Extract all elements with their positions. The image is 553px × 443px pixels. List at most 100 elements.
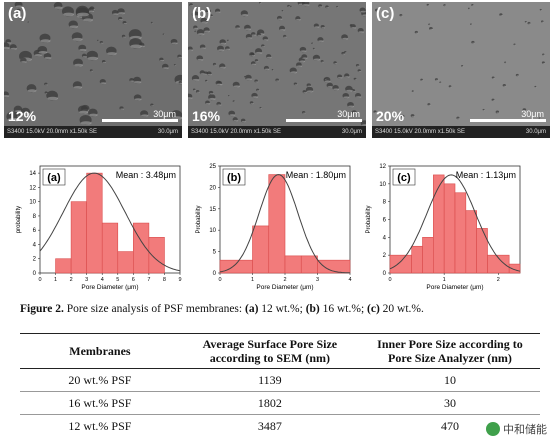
histogram-bar [476, 228, 488, 274]
pore-highlight [219, 66, 226, 69]
histogram-bar [411, 245, 423, 274]
panel-label-box [222, 168, 246, 186]
pore-highlight [299, 60, 306, 63]
normal-fit-curve [39, 172, 181, 272]
table-row: 16 wt.% PSF 1802 30 [20, 391, 540, 415]
pore-highlight [133, 80, 142, 84]
pore-highlight [244, 28, 252, 31]
y-tick-label: 5 [213, 250, 217, 256]
pore-highlight [87, 56, 99, 61]
pore-highlight [210, 16, 214, 17]
pore-highlight [313, 58, 321, 61]
pore-highlight [200, 47, 206, 49]
pore-highlight [123, 22, 127, 25]
pore-highlight [352, 90, 356, 92]
histogram-bar [465, 210, 477, 274]
pore-highlight [209, 93, 214, 95]
pore-highlight [112, 13, 119, 16]
pore-highlight [192, 78, 200, 81]
x-tick-label: 4 [101, 277, 104, 283]
y-tick-label: 25 [209, 164, 216, 170]
histogram-bar [117, 251, 134, 274]
x-tick-label: 0 [218, 277, 221, 283]
pore-highlight [492, 77, 495, 79]
pore-highlight [225, 48, 231, 50]
pore-highlight [287, 6, 291, 7]
pore-highlight [40, 39, 51, 43]
pore-highlight [261, 46, 265, 48]
pore-highlight [306, 90, 314, 93]
pore-highlight [360, 10, 366, 13]
pore-highlight [344, 52, 348, 54]
x-tick-label: 2 [70, 277, 73, 283]
y-tick-label: 6 [33, 228, 37, 234]
pore-highlight [205, 103, 211, 105]
pore-highlight [327, 85, 334, 88]
pore-highlight [251, 55, 255, 57]
pore-highlight [400, 15, 403, 17]
x-tick-label: 3 [316, 277, 319, 283]
pore-highlight [188, 49, 194, 51]
pore-highlight [439, 82, 442, 84]
pore-highlight [233, 119, 239, 122]
pore-highlight [314, 26, 320, 28]
pore-highlight [342, 53, 346, 55]
histogram-bar [389, 254, 412, 274]
sem-info-left: S3400 15.0kV 20.0mm x1.50k SE [191, 129, 282, 135]
wechat-icon [486, 422, 500, 436]
histogram-bar [284, 255, 302, 274]
pore-highlight [351, 26, 357, 29]
watermark: 中和储能 [486, 421, 547, 437]
pore-highlight [163, 34, 165, 35]
panel-label: (b) [227, 172, 241, 184]
pore-highlight [412, 91, 415, 92]
y-tick-label: 8 [383, 200, 387, 206]
pore-highlight [130, 80, 135, 82]
sem-scale-bar [286, 119, 362, 122]
pore-highlight [255, 81, 259, 83]
pore-highlight [336, 6, 339, 8]
pore-highlight [302, 57, 308, 60]
pore-highlight [4, 46, 10, 50]
header-sem-size: Average Surface Pore Size according to S… [179, 333, 360, 369]
sem-panel-label: (c) [376, 5, 395, 22]
y-tick-label: 10 [209, 228, 216, 234]
pore-highlight [324, 80, 331, 83]
y-tick-label: 20 [209, 185, 216, 191]
pore-highlight [76, 12, 89, 17]
pore-highlight [251, 63, 256, 66]
mean-label: Mean : 3.48μm [116, 170, 176, 180]
pore-highlight [348, 105, 355, 108]
pore-highlight [118, 12, 126, 15]
pore-highlight [178, 56, 182, 59]
x-tick-label: 1 [443, 277, 446, 283]
x-tick-label: 8 [163, 277, 166, 283]
pore-highlight [90, 70, 94, 72]
normal-fit-curve [219, 174, 351, 274]
pore-highlight [343, 96, 350, 99]
cell-inner: 30 [359, 391, 540, 415]
y-tick-label: 2 [33, 257, 37, 263]
y-axis-label: Probability [196, 205, 202, 233]
pore-highlight [47, 96, 59, 101]
pore-highlight [130, 44, 142, 49]
histogram-bar [443, 183, 456, 274]
sem-panel-label: (a) [8, 5, 27, 22]
pore-highlight [74, 63, 84, 67]
pore-highlight [290, 71, 298, 74]
pore-highlight [151, 22, 154, 24]
sem-scale-bar [102, 119, 178, 122]
pore-highlight [246, 37, 253, 39]
mean-label: Mean : 1.80μm [286, 170, 346, 180]
pore-highlight [171, 116, 182, 120]
pore-highlight [342, 37, 349, 40]
pore-highlight [415, 32, 419, 34]
sem-image-a: (a) 12% 30μm S3400 15.0kV 20.0mm x1.50k … [4, 2, 182, 138]
pore-highlight [279, 28, 286, 31]
pore-highlight [303, 92, 307, 94]
x-axis-label: Pore Diameter (μm) [426, 284, 483, 291]
pore-highlight [209, 97, 216, 101]
pore-highlight [229, 114, 236, 117]
pore-highlight [356, 65, 360, 67]
pore-highlight [197, 32, 205, 36]
